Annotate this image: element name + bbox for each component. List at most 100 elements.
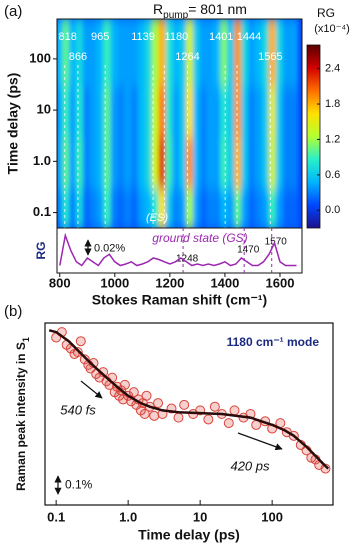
heatmap-cell [144, 19, 154, 87]
x-tick-label: 800 [49, 275, 71, 290]
annotation: 420 ps [230, 458, 270, 473]
heatmap-cell [69, 82, 78, 138]
scale-bar-label: 0.02% [94, 242, 125, 254]
heatmap-cell [57, 19, 65, 87]
heatmap-cell [75, 19, 85, 87]
peak-label: 1444 [237, 31, 261, 43]
heatmap-cell [199, 82, 209, 138]
heatmap-cell [261, 184, 271, 228]
heatmap-cell [96, 82, 106, 138]
heatmap-cell [137, 82, 147, 138]
heatmap-cell [261, 19, 271, 87]
y-axis-label: Raman peak intensity in S1 [14, 337, 31, 491]
heatmap-cell [179, 19, 189, 87]
heatmap-cell [75, 184, 85, 228]
heatmap-cell [96, 133, 106, 189]
chart-title: Rpump= 801 nm [153, 1, 247, 21]
colorbar-tick-label: 1.8 [325, 98, 340, 110]
heatmap-cells [57, 19, 299, 228]
title-sub: pump [163, 10, 188, 21]
data-point [128, 387, 139, 398]
peak-label: 1139 [131, 31, 155, 43]
heatmap-cell [75, 82, 85, 138]
heatmap-cell [158, 19, 168, 87]
heatmap-cell [62, 19, 72, 87]
heatmap-cell [220, 82, 230, 138]
y-axis-label: Time delay (ps) [5, 73, 21, 175]
heatmap-cell [268, 133, 278, 189]
y-tick-label: 0.1 [33, 204, 51, 219]
heatmap-cell [62, 184, 72, 228]
x-tick-label: 1200 [155, 275, 184, 290]
data-point [223, 418, 234, 429]
heatmap-cell [234, 184, 244, 228]
heatmap-cell [282, 133, 292, 189]
heatmap-cell [110, 82, 120, 138]
heatmap-cell [282, 184, 292, 228]
heatmap-cell [227, 133, 237, 189]
heatmap-cell [234, 19, 244, 87]
heatmap-cell [199, 19, 209, 87]
peak-label: 1401 [209, 31, 233, 43]
heatmap-cell [82, 133, 92, 189]
heatmap-cell [289, 19, 299, 87]
heatmap-cell [131, 184, 140, 228]
heatmap-cell [282, 82, 292, 138]
heatmap-cell [82, 82, 92, 138]
panel-label: (b) [4, 303, 22, 320]
heatmap-cell [69, 19, 78, 87]
heatmap-cell [227, 184, 237, 228]
data-point [139, 409, 150, 419]
heatmap-cell [186, 19, 195, 87]
heatmap-cell [117, 184, 127, 228]
heatmap-cell [57, 133, 65, 189]
heatmap-cell [241, 82, 251, 138]
heatmap-cell [206, 133, 216, 189]
heatmap-cell [192, 133, 202, 189]
heatmap-cell [248, 19, 257, 87]
heatmap-cell [158, 184, 168, 228]
heatmap-cell [151, 82, 161, 138]
heatmap-cell [117, 82, 127, 138]
y-tick-label: 1.0 [33, 153, 51, 168]
heatmap-cell [172, 82, 182, 138]
heatmap-cell [186, 82, 195, 138]
heatmap-cell [206, 82, 216, 138]
y-tick-label: 10 [37, 102, 51, 117]
heatmap-cell [268, 19, 278, 87]
data-point [79, 354, 90, 365]
heatmap-cell [172, 184, 182, 228]
data-point [203, 414, 214, 425]
heatmap-cell [227, 19, 237, 87]
heatmap-cell [151, 19, 161, 87]
x-tick-label: 10 [193, 509, 207, 524]
colorbar-label: RG [317, 6, 335, 20]
heatmap-cell [89, 82, 99, 138]
spectrum-annotation: ground state (GS) [152, 231, 247, 245]
heatmap-cell [89, 133, 99, 189]
heatmap-cell [192, 82, 202, 138]
heatmap-cell [172, 19, 182, 87]
annotation: 1180 cm⁻¹ mode [227, 335, 320, 349]
heatmap-cell [248, 184, 257, 228]
heatmap-cell [69, 184, 78, 228]
spectrum-line [59, 232, 297, 267]
heatmap-cell [158, 133, 168, 189]
heatmap-cell [62, 82, 72, 138]
annotation-arrow [80, 380, 103, 399]
colorbar-tick-label: 0.0 [325, 204, 340, 216]
heatmap-cell [213, 82, 223, 138]
heatmap-cell [57, 184, 65, 228]
heatmap-cell [89, 184, 99, 228]
peak-label: 1565 [258, 51, 282, 63]
peak-label: 1570 [265, 237, 288, 248]
peak-label: 866 [69, 51, 87, 63]
heatmap-cell [254, 184, 264, 228]
heatmap-cell [261, 133, 271, 189]
data-point [173, 412, 184, 423]
heatmap-cell [96, 184, 106, 228]
heatmap-cell [103, 133, 113, 189]
heatmap-cell [124, 82, 134, 138]
heatmap-cell [192, 184, 202, 228]
